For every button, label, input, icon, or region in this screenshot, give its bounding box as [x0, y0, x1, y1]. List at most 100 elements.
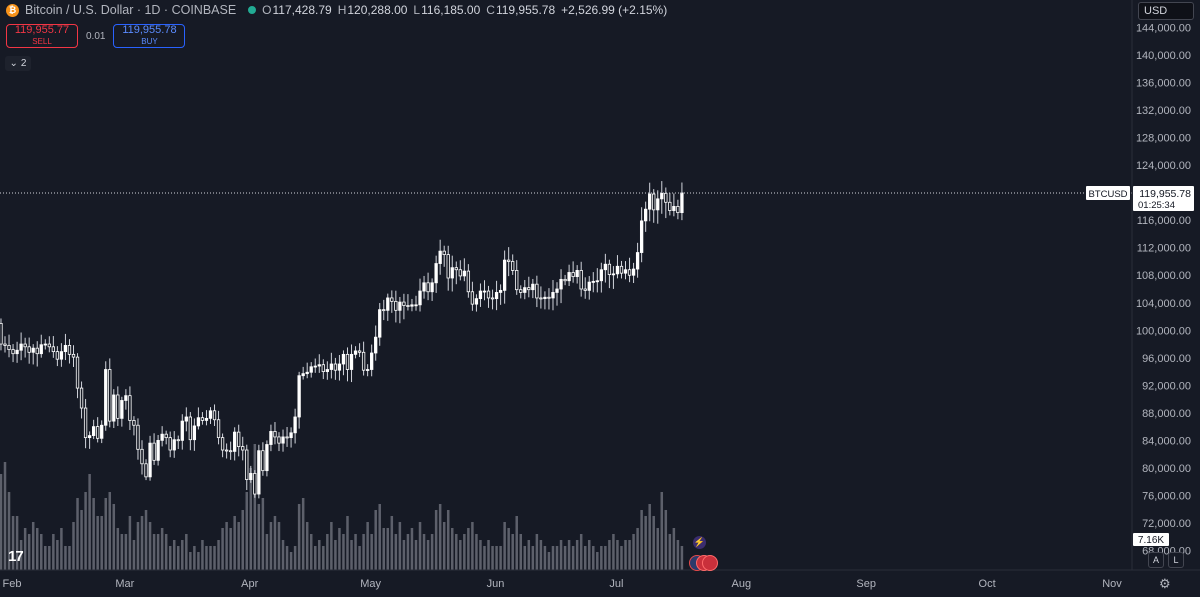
volume-bar	[116, 528, 120, 570]
tradingview-logo-icon[interactable]: 17	[8, 548, 24, 565]
candle-body	[386, 297, 390, 311]
candle-body	[515, 270, 519, 291]
candle-body	[390, 297, 394, 302]
volume-bar	[120, 534, 124, 570]
candle-body	[470, 291, 475, 305]
candle-body	[116, 394, 120, 419]
buy-button[interactable]: 119,955.78 BUY	[113, 24, 186, 48]
indicators-count: 2	[20, 58, 27, 69]
volume-bar	[23, 528, 27, 570]
candle-body	[96, 426, 100, 439]
volume-bar	[293, 546, 297, 570]
indicators-toggle-button[interactable]: ⌄ 2	[5, 56, 31, 71]
auto-scale-button[interactable]: A	[1148, 552, 1164, 568]
volume-bar	[640, 510, 643, 570]
volume-bar	[632, 534, 635, 570]
ohlc-values: O117,428.79 H120,288.00 L116,185.00 C119…	[262, 3, 667, 17]
volume-bar	[269, 522, 273, 570]
candle-body	[345, 353, 350, 370]
candle-body	[83, 407, 88, 439]
candle-body	[535, 283, 539, 299]
candle-body	[595, 280, 599, 283]
time-tick-label: Jun	[487, 578, 505, 590]
volume-bar	[358, 546, 361, 570]
volume-bar	[567, 540, 571, 570]
open-label: O	[262, 3, 272, 17]
volume-bar	[592, 546, 595, 570]
time-tick-label: Sep	[856, 578, 876, 590]
buy-price: 119,955.78	[122, 24, 177, 36]
price-tick-label: 144,000.00	[1136, 23, 1191, 35]
sell-button[interactable]: 119,955.77 SELL	[6, 24, 78, 48]
symbol-title[interactable]: Bitcoin / U.S. Dollar · 1D · COINBASE	[25, 3, 237, 17]
volume-bar	[346, 516, 349, 570]
volume-bar	[479, 540, 482, 570]
candle-body	[374, 336, 378, 354]
volume-bar	[644, 516, 647, 570]
candle-body	[200, 417, 205, 421]
candle-body	[337, 363, 342, 371]
candle-body	[321, 364, 325, 372]
gear-icon[interactable]: ⚙	[1159, 576, 1171, 591]
candle-body	[309, 366, 313, 373]
candle-body	[357, 350, 362, 353]
candle-body	[249, 473, 253, 481]
candle-body	[79, 387, 84, 409]
volume-bar	[140, 516, 144, 570]
volume-bar	[354, 534, 357, 570]
candle-body	[285, 436, 289, 439]
candle-body	[269, 431, 273, 445]
volume-bar	[487, 540, 490, 570]
candle-body	[631, 268, 636, 276]
candle-body	[660, 192, 664, 200]
volume-bar	[84, 492, 87, 570]
volume-bar	[229, 528, 232, 570]
volume-bar	[253, 444, 257, 570]
volume-bar	[551, 546, 555, 570]
volume-bar	[442, 522, 446, 570]
candle-body	[547, 296, 551, 299]
log-scale-button[interactable]: L	[1168, 552, 1184, 568]
candle-body	[140, 448, 144, 465]
candle-body	[382, 309, 386, 312]
volume-bar	[3, 462, 7, 570]
time-tick-label: Feb	[3, 578, 22, 590]
volume-bar	[181, 540, 184, 570]
candle-body	[253, 473, 257, 495]
candle-body	[502, 259, 507, 291]
volume-bar	[177, 546, 180, 570]
volume-bar	[495, 546, 498, 570]
candle-body	[398, 301, 402, 311]
candle-body	[414, 304, 418, 307]
candle-body	[615, 265, 620, 275]
price-tag-bg	[1133, 185, 1194, 211]
volume-bar	[547, 552, 551, 570]
volume-bar	[297, 504, 301, 570]
symbol-header: ₿ Bitcoin / U.S. Dollar · 1D · COINBASE …	[6, 3, 667, 17]
candle-body	[490, 297, 495, 300]
currency-select[interactable]: USD	[1138, 2, 1194, 20]
lightning-event-icon[interactable]: ⚡	[693, 536, 706, 549]
volume-bar	[636, 528, 639, 570]
candle-body	[245, 449, 249, 481]
volume-bar	[0, 474, 3, 570]
time-tick-label: Nov	[1102, 578, 1122, 590]
volume-bar	[455, 534, 458, 570]
economic-event-icon[interactable]	[702, 555, 718, 571]
trade-panel: 119,955.77 SELL 0.01 119,955.78 BUY	[6, 24, 186, 48]
candle-body	[329, 363, 334, 370]
candle-body	[59, 351, 64, 360]
volume-bar	[668, 534, 672, 570]
candle-body	[216, 419, 221, 439]
candle-body	[120, 400, 124, 419]
volume-bar	[527, 540, 531, 570]
volume-bar	[596, 552, 599, 570]
candle-body	[91, 426, 96, 436]
candle-body	[164, 433, 168, 439]
candle-body	[144, 463, 148, 478]
volume-bar	[15, 516, 19, 570]
close-value: 119,955.78	[495, 3, 556, 17]
candle-body	[353, 350, 358, 355]
scale-buttons: A L	[1148, 552, 1184, 568]
